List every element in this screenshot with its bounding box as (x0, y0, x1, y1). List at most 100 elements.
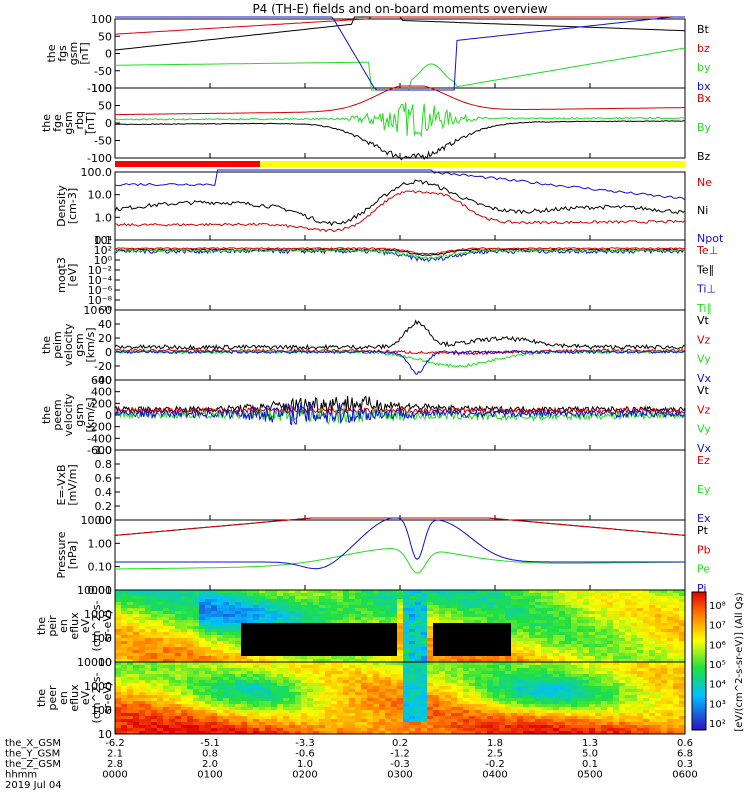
spectrogram-cell (625, 722, 632, 726)
spectrogram-cell (619, 716, 626, 720)
spectrogram-cell (385, 725, 392, 729)
spectrogram-cell (481, 710, 488, 714)
spectrogram-cell (193, 623, 200, 627)
ylabel-temp: moqt3[eV] (55, 257, 79, 293)
spectrogram-cell (271, 686, 278, 690)
spectrogram-cell (541, 671, 548, 675)
spectrogram-cell (175, 719, 182, 723)
spectrogram-cell (199, 671, 206, 675)
spectrogram-cell (487, 590, 494, 594)
spectrogram-cell (331, 605, 338, 609)
spectrogram-cell (367, 623, 374, 627)
spectrogram-cell (607, 665, 614, 669)
spectrogram-cell (337, 725, 344, 729)
spectrogram-cell (349, 602, 356, 606)
spectrogram-cell (343, 707, 350, 711)
spectrogram-cell (445, 644, 452, 648)
spectrogram-cell (613, 707, 620, 711)
spectrogram-cell (583, 686, 590, 690)
spectrogram-cell (589, 674, 596, 678)
spectrogram-cell (451, 590, 458, 594)
spectrogram-cell (427, 650, 434, 654)
spectrogram-cell (385, 689, 392, 693)
colorbar-label: [eV/(cm^2-s-sr-eV)] (All Qs) (734, 592, 745, 731)
spectrogram-cell (325, 617, 332, 621)
spectrogram-cell (535, 599, 542, 603)
spectrogram-cell (451, 596, 458, 600)
spectrogram-cell (661, 620, 668, 624)
spectrogram-cell (547, 626, 554, 630)
spectrogram-cell (637, 611, 644, 615)
spectrogram-cell (277, 671, 284, 675)
spectrogram-cell (145, 635, 152, 639)
spectrogram-cell (499, 680, 506, 684)
spectrogram-cell (139, 731, 146, 734)
spectrogram-cell (277, 644, 284, 648)
spectrogram-cell (391, 635, 398, 639)
spectrogram-cell (661, 692, 668, 696)
spectrogram-cell (571, 713, 578, 717)
spectrogram-cell (205, 611, 212, 615)
spectrogram-cell (463, 686, 470, 690)
spectrogram-cell (673, 662, 680, 666)
spectrogram-cell (583, 704, 590, 708)
spectrogram-cell (619, 728, 626, 732)
spectrogram-cell (631, 731, 638, 734)
spectrogram-cell (499, 668, 506, 672)
spectrogram-cell (589, 608, 596, 612)
spectrogram-cell (469, 689, 476, 693)
spectrogram-cell (529, 647, 536, 651)
spectrogram-cell (511, 599, 518, 603)
spectrogram-cell (619, 713, 626, 717)
spectrogram-cell (241, 608, 248, 612)
spectrogram-cell (133, 683, 140, 687)
spectrogram-cell (127, 698, 134, 702)
spectrogram-cell (565, 725, 572, 729)
spectrogram-cell (163, 695, 170, 699)
spectrogram-cell (487, 692, 494, 696)
spectrogram-cell (127, 716, 134, 720)
spectrogram-cell (325, 719, 332, 723)
spectrogram-cell (115, 656, 122, 660)
spectrogram-cell (373, 668, 380, 672)
spectrogram-cell (337, 704, 344, 708)
spectrogram-cell (115, 608, 122, 612)
spectrogram-cell (307, 665, 314, 669)
ylabel-line: gsm (62, 111, 75, 134)
spectrogram-cell (133, 596, 140, 600)
spectrogram-cell (253, 599, 260, 603)
spectrogram-cell (169, 596, 176, 600)
spectrogram-cell (499, 656, 506, 660)
spectrogram-cell (541, 596, 548, 600)
spectrogram-cell (601, 725, 608, 729)
spectrogram-cell (253, 611, 260, 615)
spectrogram-cell (283, 593, 290, 597)
spectrogram-cell (121, 641, 128, 645)
spectrogram-cell (337, 593, 344, 597)
spectrogram-cell (397, 638, 404, 642)
spectrogram-cell (145, 683, 152, 687)
spectrogram-cell (205, 662, 212, 666)
spectrogram-cell (553, 716, 560, 720)
spectrogram-cell (649, 596, 656, 600)
spectrogram-cell (283, 620, 290, 624)
spectrogram-cell (211, 725, 218, 729)
spectrogram-cell (655, 692, 662, 696)
spectrogram-cell (133, 662, 140, 666)
spectrogram-cell (385, 632, 392, 636)
spectrogram-cell (223, 614, 230, 618)
spectrogram-cell (115, 632, 122, 636)
spectrogram-cell (187, 719, 194, 723)
spectrogram-cell (373, 617, 380, 621)
spectrogram-cell (337, 719, 344, 723)
spectrogram-cell (247, 623, 254, 627)
spectrogram-cell (373, 683, 380, 687)
spectrogram-cell (283, 611, 290, 615)
spectrogram-cell (631, 644, 638, 648)
spectrogram-cell (325, 674, 332, 678)
spectrogram-cell (649, 599, 656, 603)
spectrogram-cell (451, 665, 458, 669)
spectrogram-cell (331, 635, 338, 639)
spectrogram-cell (643, 698, 650, 702)
spectrogram-cell (673, 590, 680, 594)
